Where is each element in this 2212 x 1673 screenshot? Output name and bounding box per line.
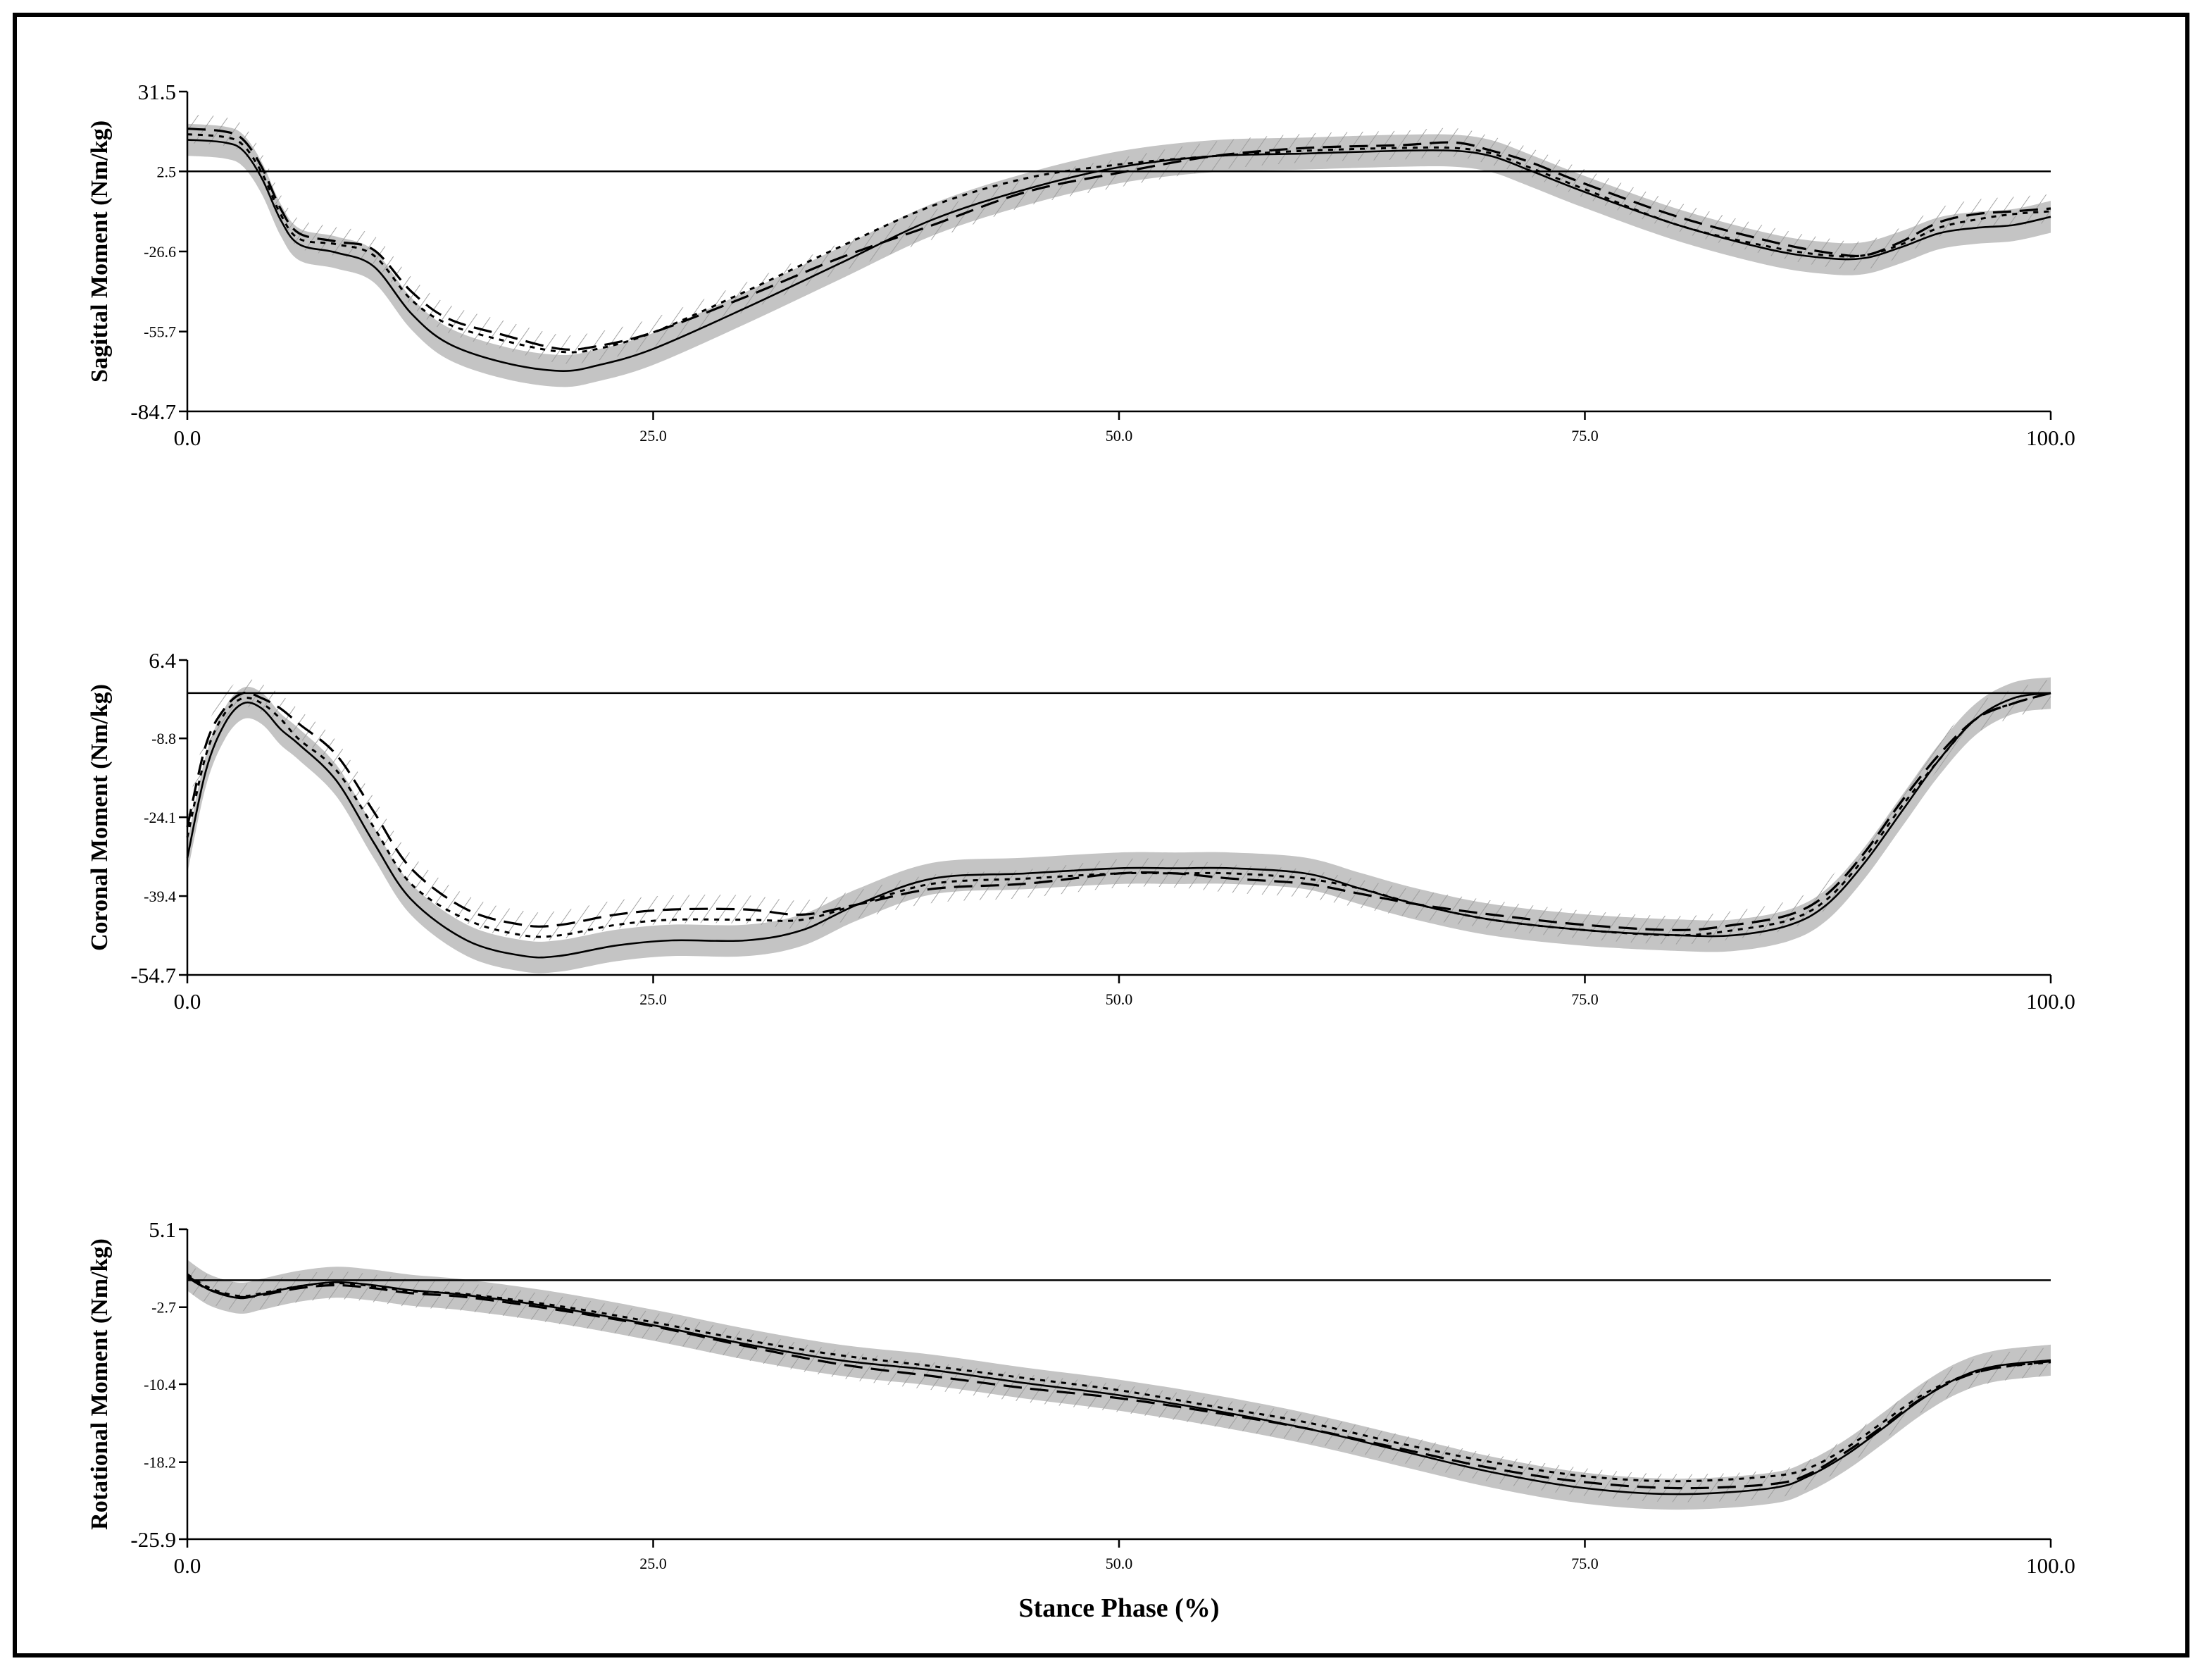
rotational-x-tick-label: 50.0 <box>1106 1555 1133 1572</box>
coronal-y-tick-label: 6.4 <box>149 648 176 673</box>
sagittal-y-tick-label: -84.7 <box>130 399 176 424</box>
coronal-y-tick-label: -39.4 <box>144 888 176 905</box>
rotational-series-solid <box>187 1274 2051 1495</box>
chart-sagittal: 31.5 2.5 -26.6 -55.7 -84.70.0 25.0 50.0 75.0 100… <box>87 80 2075 450</box>
rotational-y-tick-label: -25.9 <box>130 1527 176 1552</box>
sagittal-y-tick-label: -55.7 <box>144 323 176 341</box>
coronal-x-tick-label: 25.0 <box>639 990 667 1008</box>
coronal-y-tick-label: -8.8 <box>151 730 176 747</box>
rotational-y-tick-label: -10.4 <box>144 1376 176 1393</box>
rotational-x-tick-label: 75.0 <box>1571 1555 1599 1572</box>
coronal-x-tick-label: 100.0 <box>2026 989 2075 1014</box>
coronal-series-dashed <box>186 691 2051 932</box>
coronal-x-tick-label: 0.0 <box>174 989 201 1014</box>
rotational-series-dashed <box>187 1276 2051 1490</box>
chart-coronal: 6.4 -8.8 -24.1 -39.4 -54.70.0 25.0 50.0 75.0 100… <box>87 648 2075 1014</box>
coronal-x-tick-label: 75.0 <box>1571 990 1599 1008</box>
coronal-series-solid <box>186 692 2051 959</box>
sagittal-x-tick-label: 100.0 <box>2026 425 2075 450</box>
sagittal-y-axis-label: Sagittal Moment (Nm/kg) <box>87 120 113 383</box>
sagittal-x-tick-label: 25.0 <box>639 427 667 444</box>
sagittal-x-tick-label: 50.0 <box>1106 427 1133 444</box>
rotational-y-tick-label: 5.1 <box>149 1217 176 1242</box>
coronal-y-tick-label: -24.1 <box>144 809 176 826</box>
sagittal-x-tick-label: 75.0 <box>1571 427 1599 444</box>
chart-rotational: 5.1 -2.7 -10.4 -18.2 -25.90.0 25.0 50.0 75.0 100… <box>87 1217 2075 1623</box>
rotational-x-axis-label: Stance Phase (%) <box>1019 1593 1220 1623</box>
coronal-y-axis-label: Coronal Moment (Nm/kg) <box>87 684 113 951</box>
sagittal-series-dotted <box>187 133 2051 354</box>
sagittal-series-dashed <box>187 128 2051 351</box>
rotational-x-tick-label: 25.0 <box>639 1555 667 1572</box>
rotational-x-tick-label: 0.0 <box>174 1553 201 1578</box>
rotational-y-tick-label: -18.2 <box>144 1454 176 1472</box>
sagittal-y-tick-label: -26.6 <box>144 243 176 261</box>
sagittal-x-tick-label: 0.0 <box>174 425 201 450</box>
rotational-y-axis-label: Rotational Moment (Nm/kg) <box>87 1238 113 1530</box>
sagittal-band-dashed <box>187 114 2051 364</box>
rotational-band-dashed <box>187 1263 2051 1503</box>
sagittal-series-solid <box>187 139 2051 372</box>
coronal-y-tick-label: -54.7 <box>130 963 176 988</box>
coronal-x-tick-label: 50.0 <box>1106 990 1133 1008</box>
rotational-x-tick-label: 100.0 <box>2026 1553 2075 1578</box>
rotational-y-tick-label: -2.7 <box>151 1299 176 1317</box>
sagittal-y-tick-label: 31.5 <box>138 80 176 104</box>
sagittal-y-tick-label: 2.5 <box>157 163 177 180</box>
coronal-band-dashed <box>187 678 2051 945</box>
